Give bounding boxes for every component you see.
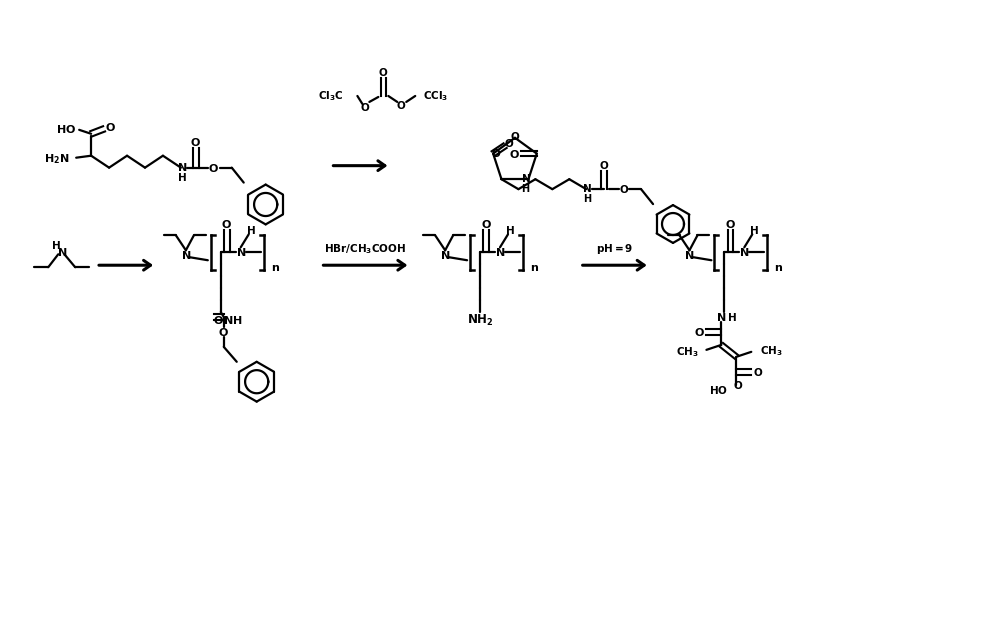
- Text: $\mathbf{H}$: $\mathbf{H}$: [727, 311, 737, 323]
- Text: $\mathbf{O}$: $\mathbf{O}$: [504, 137, 514, 149]
- Text: $\mathbf{O}$: $\mathbf{O}$: [599, 159, 609, 171]
- Text: $\mathbf{HO}$: $\mathbf{HO}$: [709, 384, 728, 396]
- Text: $\mathbf{Cl_3C}$: $\mathbf{Cl_3C}$: [318, 89, 343, 103]
- Text: $\mathbf{CH_3}$: $\mathbf{CH_3}$: [760, 344, 783, 358]
- Text: $\mathbf{n}$: $\mathbf{n}$: [530, 263, 539, 273]
- Text: $\mathbf{H_2N}$: $\mathbf{H_2N}$: [44, 152, 69, 166]
- Text: $\mathbf{O}$: $\mathbf{O}$: [208, 162, 219, 174]
- Text: $\mathbf{H}$: $\mathbf{H}$: [583, 192, 592, 204]
- Text: $\mathbf{N}$: $\mathbf{N}$: [440, 249, 450, 261]
- Text: $\mathbf{O}$: $\mathbf{O}$: [105, 121, 116, 133]
- Text: $\mathbf{O}$: $\mathbf{O}$: [396, 99, 406, 111]
- Text: $\mathbf{O}$: $\mathbf{O}$: [481, 219, 491, 231]
- Text: $\mathbf{H}$: $\mathbf{H}$: [51, 239, 61, 251]
- Text: $\mathbf{O}$: $\mathbf{O}$: [491, 147, 501, 159]
- Text: $\mathbf{N}$: $\mathbf{N}$: [739, 246, 749, 258]
- Text: $\mathbf{NH_2}$: $\mathbf{NH_2}$: [467, 312, 493, 328]
- Text: $\mathbf{O}$: $\mathbf{O}$: [190, 136, 201, 148]
- Text: $\mathbf{N}$: $\mathbf{N}$: [684, 249, 695, 261]
- Text: $\mathbf{H}$: $\mathbf{H}$: [505, 224, 515, 236]
- Text: $\mathbf{N}$: $\mathbf{N}$: [57, 246, 67, 258]
- Text: $\mathbf{n}$: $\mathbf{n}$: [271, 263, 280, 273]
- Text: $\mathbf{H}$: $\mathbf{H}$: [521, 182, 530, 194]
- Text: $\mathbf{O}$: $\mathbf{O}$: [221, 219, 232, 231]
- Text: $\mathbf{O}$: $\mathbf{O}$: [619, 183, 629, 195]
- Text: $\mathbf{N}$: $\mathbf{N}$: [236, 246, 246, 258]
- Text: $\mathbf{O}$: $\mathbf{O}$: [378, 66, 388, 78]
- Text: $\mathbf{HBr/CH_3COOH}$: $\mathbf{HBr/CH_3COOH}$: [324, 243, 407, 256]
- Text: $\mathbf{H}$: $\mathbf{H}$: [177, 171, 187, 183]
- Text: $\mathbf{n}$: $\mathbf{n}$: [774, 263, 783, 273]
- Text: $\mathbf{O}$: $\mathbf{O}$: [510, 130, 520, 142]
- Text: $\mathbf{N}$: $\mathbf{N}$: [177, 161, 187, 173]
- Text: $\mathbf{N}$: $\mathbf{N}$: [495, 246, 505, 258]
- Text: $\mathbf{pH=9}$: $\mathbf{pH=9}$: [596, 243, 633, 256]
- Text: $\mathbf{O}$: $\mathbf{O}$: [213, 314, 224, 326]
- Text: $\mathbf{O}$: $\mathbf{O}$: [218, 326, 229, 338]
- Text: $\mathbf{CH_3}$: $\mathbf{CH_3}$: [676, 345, 698, 358]
- Text: $\mathbf{N}$: $\mathbf{N}$: [716, 311, 727, 323]
- Text: $\mathbf{CCl_3}$: $\mathbf{CCl_3}$: [423, 89, 449, 103]
- Text: $\mathbf{O}$: $\mathbf{O}$: [733, 379, 743, 391]
- Text: $\mathbf{N}$: $\mathbf{N}$: [521, 172, 530, 184]
- Text: $\mathbf{N}$: $\mathbf{N}$: [582, 182, 592, 194]
- Text: $\mathbf{H}$: $\mathbf{H}$: [749, 224, 759, 236]
- Text: $\mathbf{O}$: $\mathbf{O}$: [753, 366, 763, 378]
- Text: $\mathbf{HO}$: $\mathbf{HO}$: [56, 123, 76, 135]
- Text: $\mathbf{O}$: $\mathbf{O}$: [694, 326, 705, 338]
- Text: $\mathbf{O}$: $\mathbf{O}$: [360, 101, 370, 113]
- Text: $\mathbf{O}$: $\mathbf{O}$: [509, 147, 520, 159]
- Text: $\mathbf{H}$: $\mathbf{H}$: [246, 224, 256, 236]
- Text: $\mathbf{O}$: $\mathbf{O}$: [725, 219, 736, 231]
- Text: $\mathbf{NH}$: $\mathbf{NH}$: [223, 314, 242, 326]
- Text: $\mathbf{N}$: $\mathbf{N}$: [181, 249, 191, 261]
